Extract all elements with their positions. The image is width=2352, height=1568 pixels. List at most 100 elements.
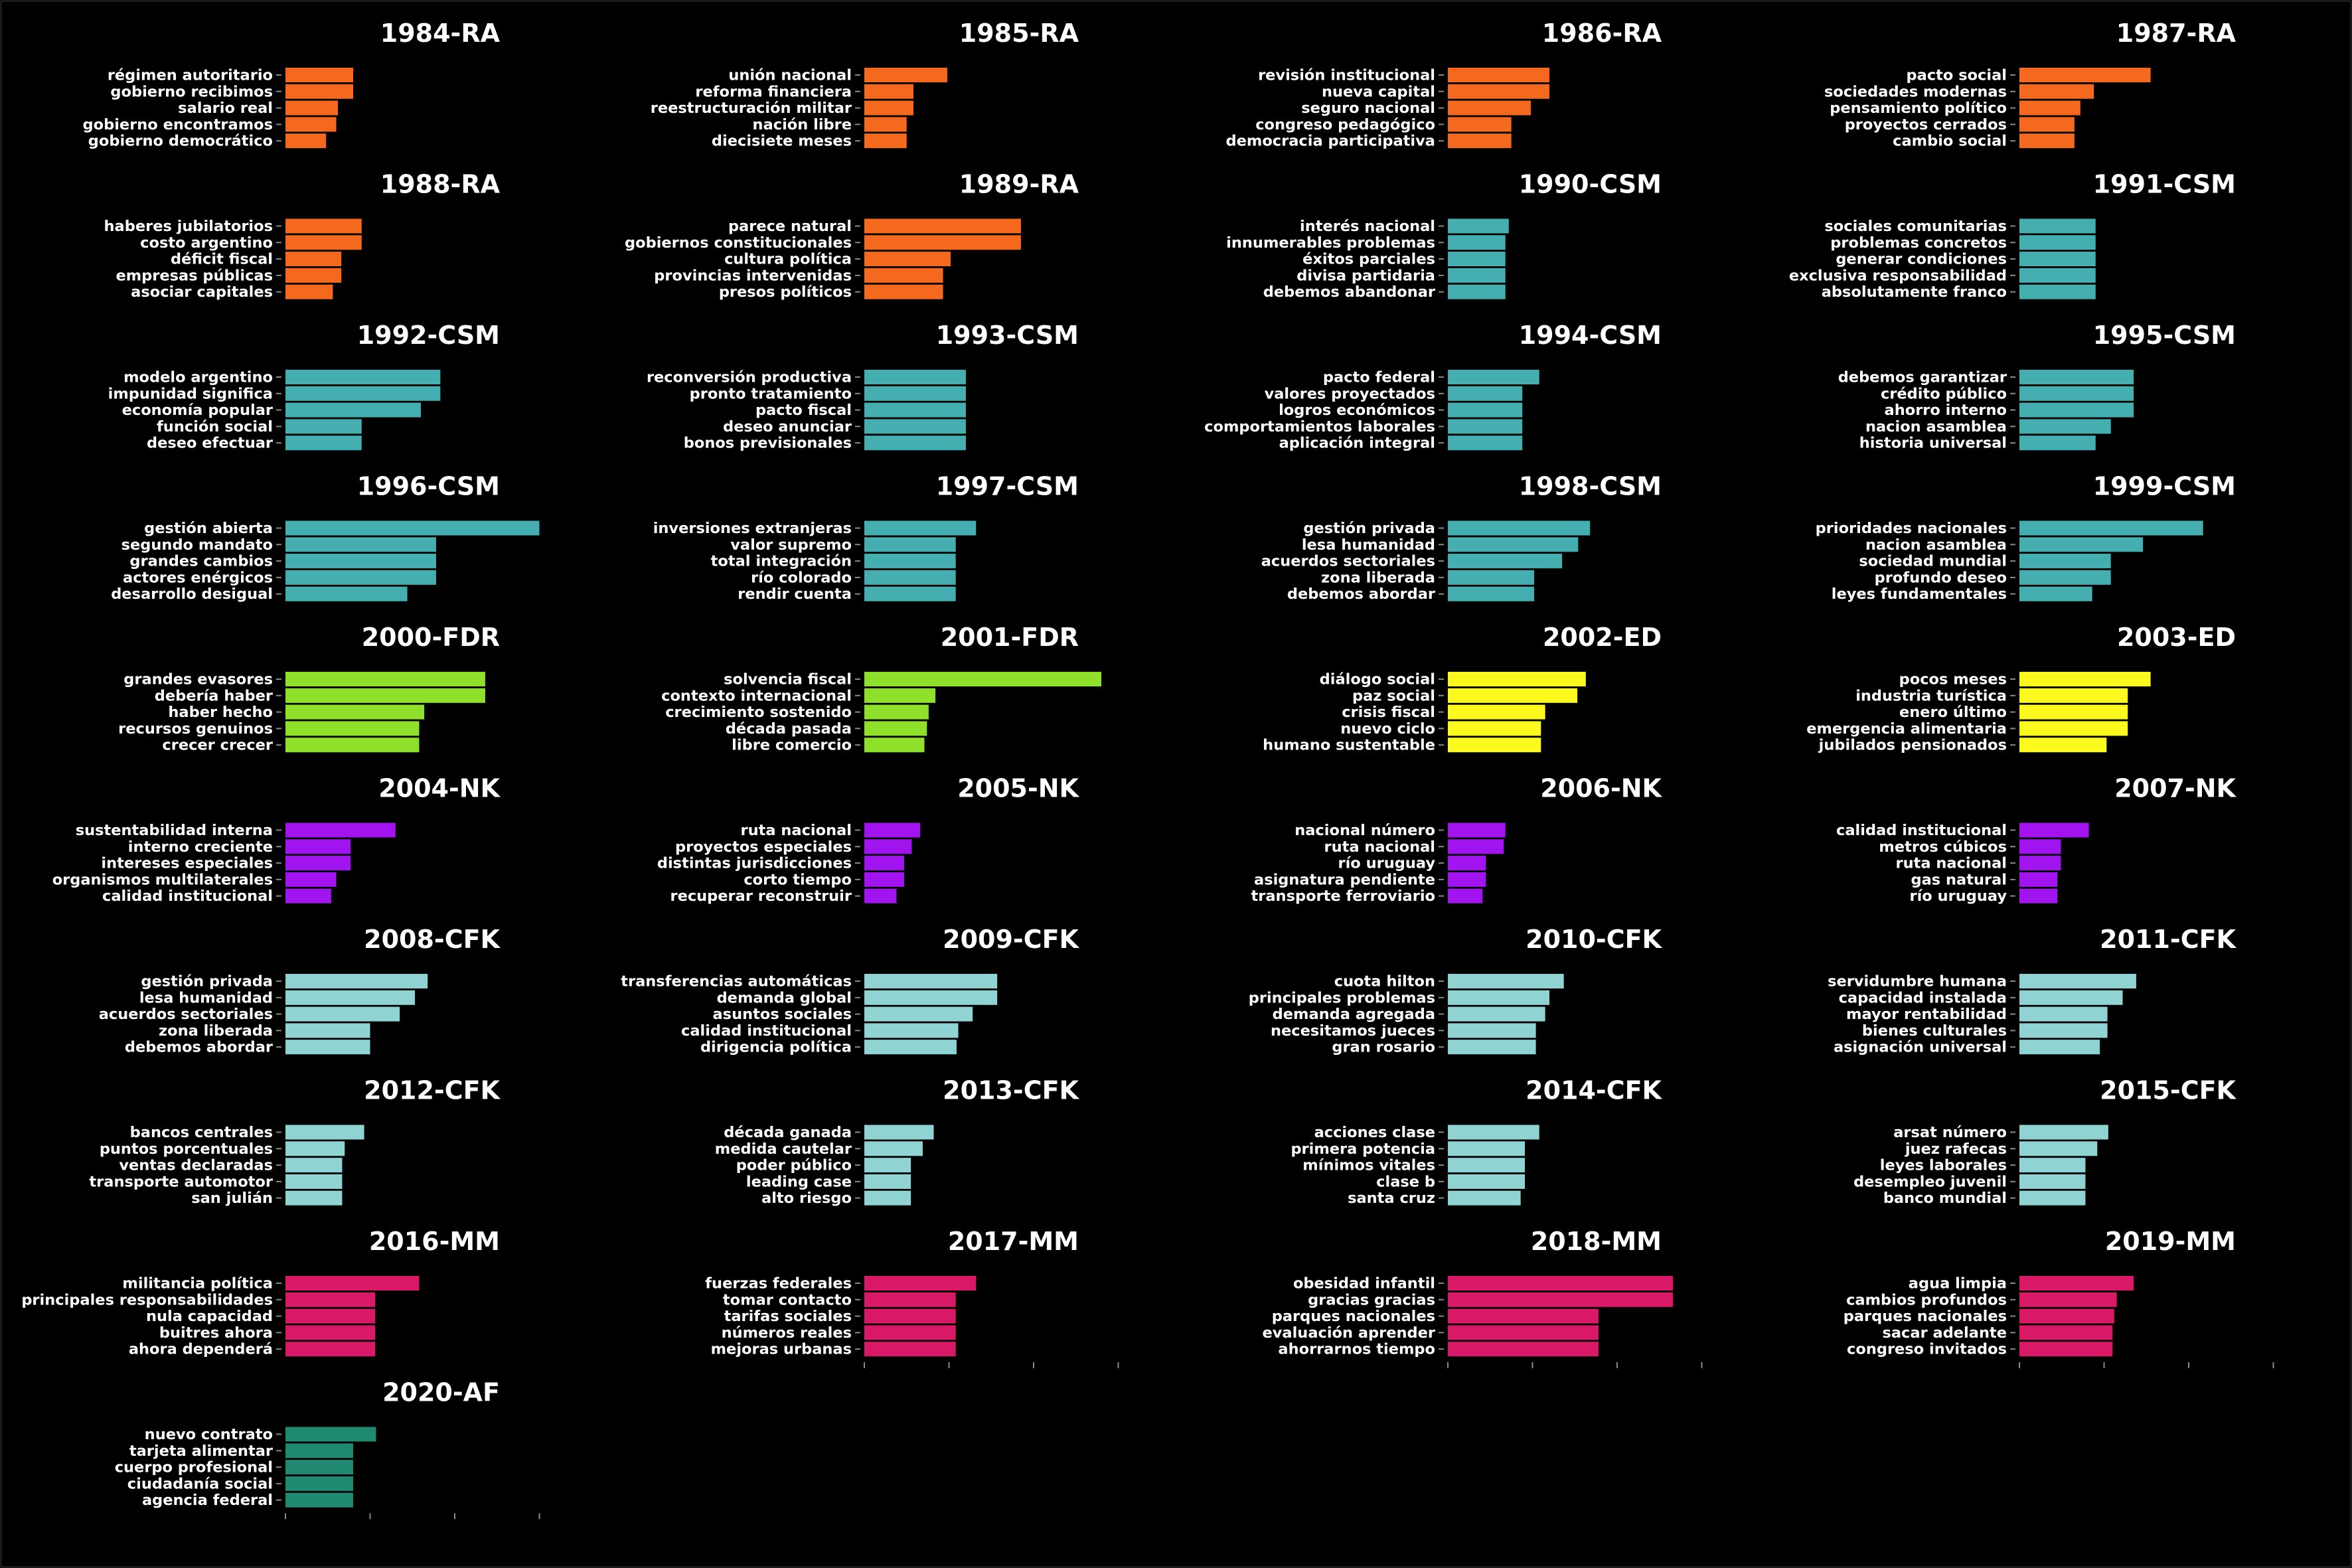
bar xyxy=(285,235,362,250)
bar xyxy=(285,839,351,854)
bar-label: nueva capital xyxy=(1322,83,1435,100)
panel-title: 2019-MM xyxy=(2105,1227,2236,1256)
bar xyxy=(2019,888,2058,903)
bar xyxy=(285,721,420,736)
bar-label: medida cautelar xyxy=(715,1140,852,1158)
bar-label: debemos abordar xyxy=(125,1039,274,1056)
bar xyxy=(2019,554,2111,569)
bar-label: gestión abierta xyxy=(144,520,273,537)
panel-title: 1991-CSM xyxy=(2093,170,2236,199)
bar-label: tarjeta alimentar xyxy=(129,1443,274,1460)
bar-label: nacional número xyxy=(1294,822,1435,839)
bar xyxy=(2019,252,2096,267)
bar-label: ruta nacional xyxy=(1324,838,1435,856)
bar-label: solvencia fiscal xyxy=(724,671,852,688)
bar xyxy=(2019,419,2111,434)
bar-label: pensamiento político xyxy=(1830,100,2007,117)
bar-label: gestión privada xyxy=(141,973,273,990)
panel-title: 2013-CFK xyxy=(943,1076,1079,1105)
bar-label: emergencia alimentaria xyxy=(1806,720,2007,738)
bar-label: santa cruz xyxy=(1348,1190,1435,1207)
bar-label: necesitamos jueces xyxy=(1271,1022,1435,1040)
panel-title: 2012-CFK xyxy=(364,1076,501,1105)
bar xyxy=(1448,1292,1674,1307)
bar-label: metros cúbicos xyxy=(1879,838,2007,856)
bar-label: sociales comunitarias xyxy=(1824,218,2007,235)
bar xyxy=(2019,688,2128,703)
bar-label: capacidad instalada xyxy=(1839,989,2007,1006)
bar-label: total integración xyxy=(711,553,852,570)
bar-label: debemos abordar xyxy=(1287,586,1436,603)
bar-label: fuerzas federales xyxy=(705,1275,852,1293)
bar-label: transporte automotor xyxy=(89,1173,273,1190)
bar xyxy=(864,252,951,267)
bar xyxy=(1448,1174,1526,1189)
bar xyxy=(864,1342,956,1357)
bar-label: década ganada xyxy=(724,1124,852,1141)
bar-label: parques nacionales xyxy=(1843,1308,2007,1325)
bar-label: enero último xyxy=(1899,704,2007,721)
bar-label: evaluación aprender xyxy=(1262,1324,1435,1342)
bar-label: debería haber xyxy=(155,687,274,704)
bar-label: cambios profundos xyxy=(1846,1291,2007,1308)
bar-label: poder público xyxy=(736,1157,852,1174)
bar-label: empresas públicas xyxy=(116,267,273,284)
bar xyxy=(1448,1276,1674,1291)
bar-label: nuevo contrato xyxy=(145,1426,273,1443)
bar-label: dirigencia política xyxy=(700,1039,852,1056)
bar xyxy=(2019,823,2089,838)
bar xyxy=(864,133,907,149)
bar-label: gobiernos constitucionales xyxy=(625,234,852,252)
bar xyxy=(864,570,956,585)
bar-label: río uruguay xyxy=(1909,888,2007,905)
bar-label: servidumbre humana xyxy=(1828,973,2007,990)
bar-label: prioridades nacionales xyxy=(1816,520,2007,537)
bar xyxy=(285,1443,353,1458)
bar xyxy=(2019,872,2058,887)
bar-label: crisis fiscal xyxy=(1342,704,1435,721)
bar xyxy=(285,370,441,384)
bar xyxy=(285,1141,345,1156)
bar xyxy=(1448,990,1549,1005)
bar xyxy=(1448,252,1506,267)
bar-label: mejoras urbanas xyxy=(711,1341,852,1358)
bar-label: reconversión productiva xyxy=(647,369,852,386)
bar xyxy=(285,117,337,132)
bar xyxy=(285,1342,376,1357)
bar-label: innumerables problemas xyxy=(1226,234,1435,252)
bar xyxy=(864,738,925,753)
bar xyxy=(1448,721,1541,736)
bar xyxy=(285,537,436,552)
bar xyxy=(2019,704,2128,720)
bar-label: generar condiciones xyxy=(1836,251,2007,268)
bar-label: asociar capitales xyxy=(131,283,273,301)
bar xyxy=(864,1023,959,1038)
bar-label: ruta nacional xyxy=(740,822,852,839)
bar-label: economía popular xyxy=(122,402,274,419)
bar xyxy=(285,520,540,536)
bar-label: agua limpia xyxy=(1909,1275,2007,1293)
bar xyxy=(1448,1040,1536,1055)
bar xyxy=(285,704,425,720)
bar-label: cultura política xyxy=(724,251,852,268)
bar-label: parques nacionales xyxy=(1272,1308,1435,1325)
panel-title: 2000-FDR xyxy=(362,623,500,652)
bar-label: nacion asamblea xyxy=(1865,536,2007,554)
bar xyxy=(864,419,966,434)
bar-label: ciudadanía social xyxy=(127,1475,273,1492)
bar xyxy=(1448,704,1545,720)
panel-title: 2005-NK xyxy=(957,774,1079,803)
bar xyxy=(2019,68,2151,82)
bar-label: pacto fiscal xyxy=(755,402,852,419)
bar-label: zona liberada xyxy=(159,1022,273,1040)
bar-label: pocos meses xyxy=(1899,671,2007,688)
bar-label: calidad institucional xyxy=(102,888,273,905)
bar xyxy=(2019,268,2096,283)
bar-label: nula capacidad xyxy=(146,1308,273,1325)
bar-label: grandes evasores xyxy=(123,671,273,688)
bar xyxy=(285,402,421,418)
bar-label: mínimos vitales xyxy=(1302,1157,1435,1174)
bar xyxy=(1448,1158,1526,1173)
bar-label: asuntos sociales xyxy=(713,1006,852,1023)
panel-title: 2010-CFK xyxy=(1526,925,1662,954)
